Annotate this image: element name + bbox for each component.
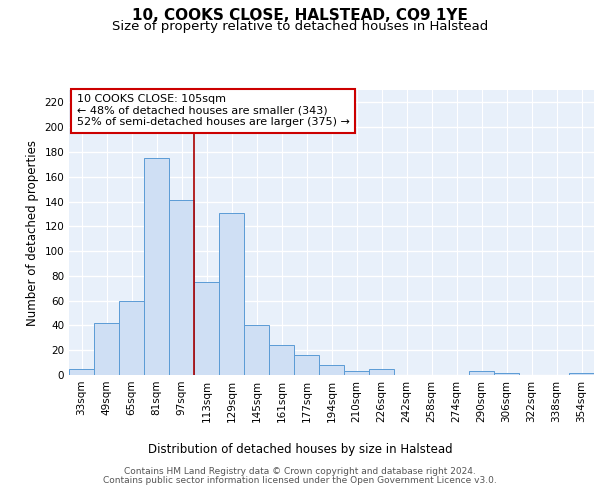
- Text: Contains public sector information licensed under the Open Government Licence v3: Contains public sector information licen…: [103, 476, 497, 485]
- Bar: [244, 326, 269, 375]
- Bar: [119, 300, 144, 375]
- Bar: [319, 365, 344, 375]
- Bar: [569, 372, 594, 375]
- Bar: [494, 372, 519, 375]
- Text: 10, COOKS CLOSE, HALSTEAD, CO9 1YE: 10, COOKS CLOSE, HALSTEAD, CO9 1YE: [132, 8, 468, 22]
- Bar: [219, 212, 244, 375]
- Y-axis label: Number of detached properties: Number of detached properties: [26, 140, 39, 326]
- Bar: [269, 346, 294, 375]
- Bar: [194, 282, 219, 375]
- Bar: [169, 200, 194, 375]
- Text: 10 COOKS CLOSE: 105sqm
← 48% of detached houses are smaller (343)
52% of semi-de: 10 COOKS CLOSE: 105sqm ← 48% of detached…: [77, 94, 350, 128]
- Bar: [344, 372, 369, 375]
- Text: Size of property relative to detached houses in Halstead: Size of property relative to detached ho…: [112, 20, 488, 33]
- Bar: [294, 355, 319, 375]
- Bar: [69, 369, 94, 375]
- Text: Contains HM Land Registry data © Crown copyright and database right 2024.: Contains HM Land Registry data © Crown c…: [124, 468, 476, 476]
- Text: Distribution of detached houses by size in Halstead: Distribution of detached houses by size …: [148, 442, 452, 456]
- Bar: [369, 369, 394, 375]
- Bar: [469, 372, 494, 375]
- Bar: [94, 323, 119, 375]
- Bar: [144, 158, 169, 375]
